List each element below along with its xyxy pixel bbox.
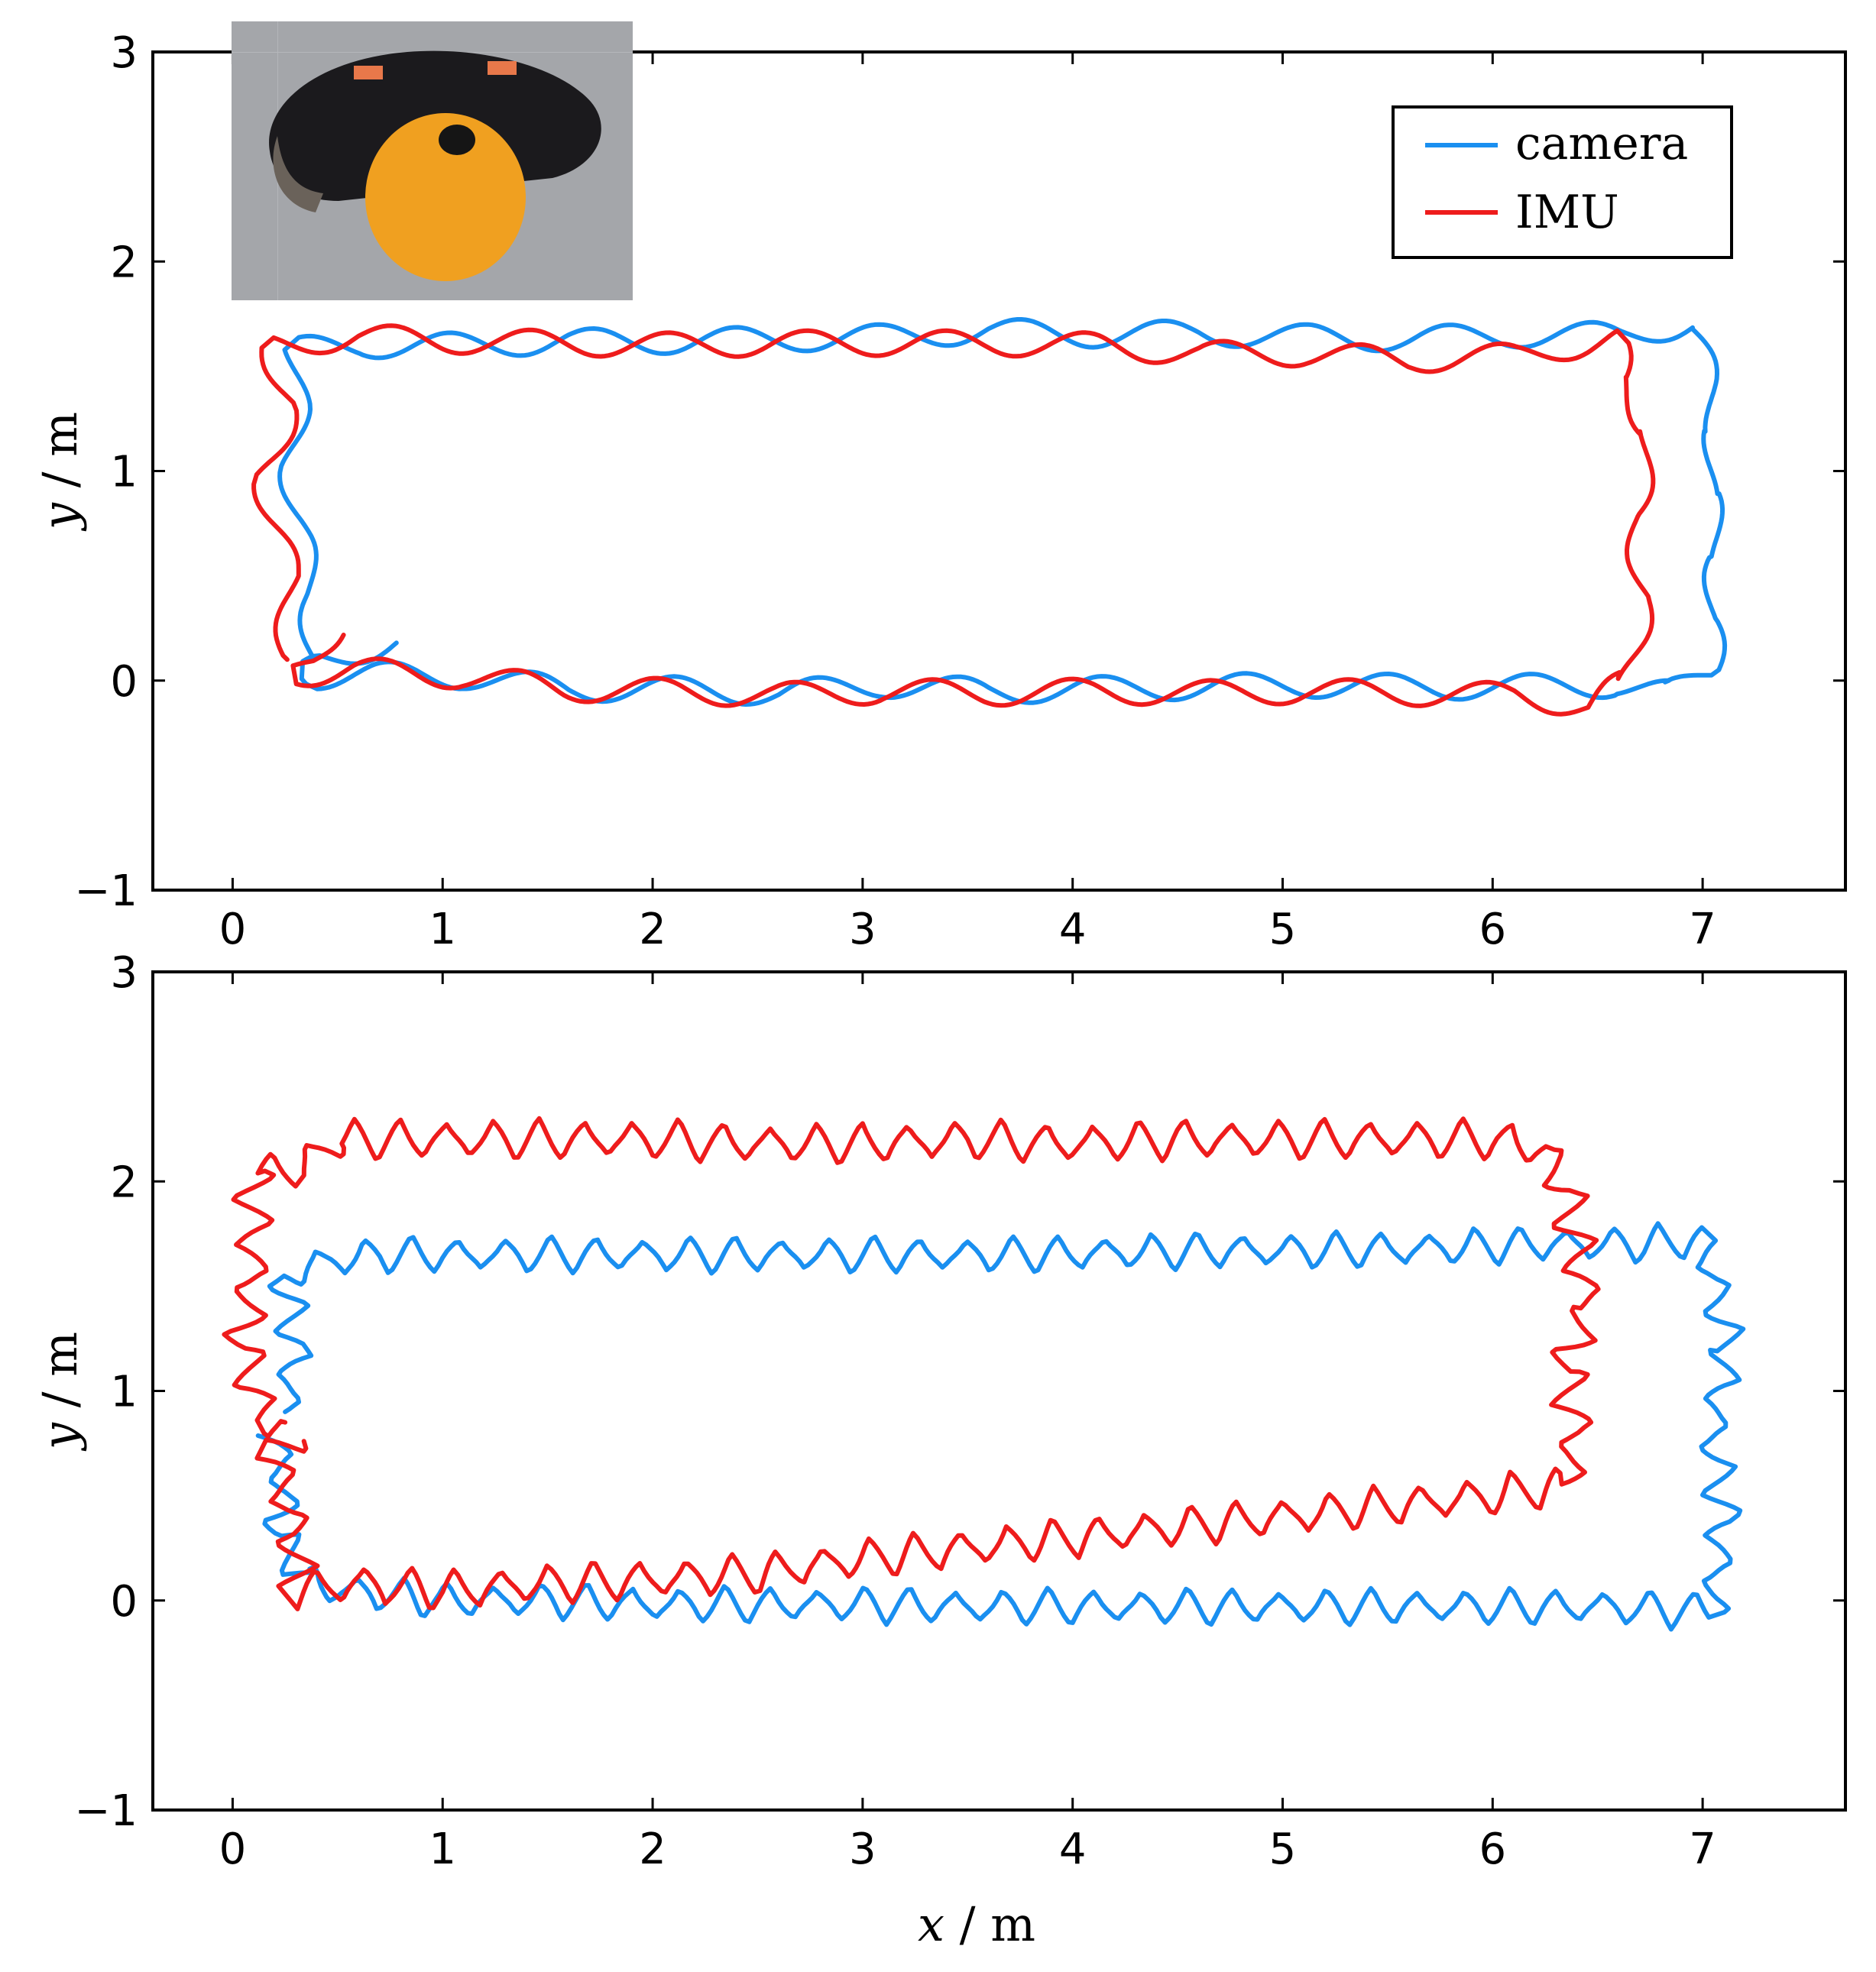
x-tick-label: 2 [639,1825,666,1874]
y-tick-label: 2 [110,238,138,287]
x-tick-label: 5 [1269,1825,1297,1874]
top-series-group [251,317,1728,717]
x-tick-label: 0 [219,905,247,954]
series-line-imu [251,323,1656,717]
y-tick-label: 0 [110,657,138,707]
robot-sensor-shape [439,125,475,155]
y-tick-label: 1 [110,448,138,497]
bottom-ticks-group: 0 1 2 3 4 5 6 7 −1 0 1 2 3 [74,948,1845,1874]
x-tick-label: 3 [849,905,876,954]
y-tick-label: 3 [110,28,138,78]
robot-marker [488,61,517,75]
bottom-panel: 0 1 2 3 4 5 6 7 −1 0 1 2 3 y / m x / m [32,948,1847,1952]
x-tick-label: 2 [639,905,666,954]
x-tick-label: 0 [219,1825,247,1874]
top-y-axis-label: y / m [32,412,88,532]
legend-label-camera: camera [1515,117,1688,170]
series-line-camera [255,1221,1746,1632]
x-tick-label: 6 [1479,905,1506,954]
x-tick-label: 4 [1059,1825,1087,1874]
robot-photo-icon [232,21,633,300]
x-tick-label: 6 [1479,1825,1506,1874]
top-panel: 0 1 2 3 4 5 6 7 −1 0 1 2 3 y / m camera IMU [32,21,1847,954]
x-tick-label: 4 [1059,905,1087,954]
x-tick-label: 1 [429,905,456,954]
bottom-x-axis-label: x / m [918,1896,1035,1952]
x-tick-label: 5 [1269,905,1297,954]
series-line-imu [222,1116,1601,1611]
legend-box [1392,105,1733,259]
robot-head-shape [365,113,526,281]
bottom-y-axis-label: y / m [32,1332,88,1452]
y-tick-label: 3 [110,948,138,998]
legend: camera IMU [1392,105,1733,259]
x-tick-label: 3 [849,1825,876,1874]
top-ticks-group: 0 1 2 3 4 5 6 7 −1 0 1 2 3 [74,28,1845,954]
y-tick-label: −1 [74,866,138,916]
y-tick-label: 0 [110,1577,138,1627]
x-tick-label: 1 [429,1825,456,1874]
x-tick-label: 7 [1689,1825,1716,1874]
y-tick-label: 2 [110,1158,138,1207]
robot-marker [354,66,383,79]
y-tick-label: −1 [74,1786,138,1836]
legend-label-imu: IMU [1515,186,1619,239]
x-tick-label: 7 [1689,905,1716,954]
y-tick-label: 1 [110,1368,138,1417]
bottom-series-group [222,1116,1746,1632]
